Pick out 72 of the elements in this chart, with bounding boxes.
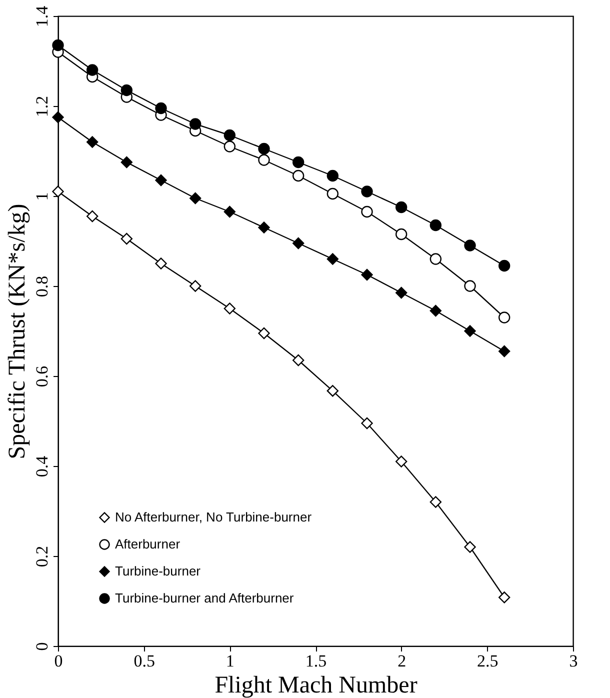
- point: [361, 268, 373, 281]
- point: [464, 280, 476, 292]
- point: [52, 39, 64, 52]
- point: [430, 496, 442, 508]
- point: [224, 206, 236, 218]
- point: [395, 228, 408, 240]
- x-tick-label: 0: [54, 652, 63, 670]
- x-tick-label: 1: [226, 652, 234, 670]
- point: [326, 188, 339, 200]
- point: [498, 345, 510, 358]
- y-axis-title: Specific Thrust (KN*s/kg): [4, 204, 30, 460]
- x-tick-label: 1.5: [305, 652, 327, 670]
- point: [395, 456, 408, 468]
- point: [86, 210, 98, 222]
- point: [326, 253, 339, 265]
- point: [86, 136, 98, 148]
- legend-label: No Afterburner, No Turbine-burner: [115, 510, 312, 524]
- point: [292, 237, 304, 250]
- point: [52, 111, 64, 124]
- x-axis-title: Flight Mach Number: [214, 672, 418, 698]
- x-tick-label: 2: [398, 652, 406, 670]
- point: [224, 140, 236, 152]
- y-tick-label: 0.2: [32, 546, 52, 568]
- point: [395, 286, 408, 299]
- point: [189, 118, 202, 130]
- point: [464, 325, 476, 337]
- point: [430, 219, 442, 232]
- point: [430, 253, 442, 265]
- point: [52, 186, 64, 198]
- point: [258, 222, 270, 234]
- point: [258, 142, 270, 155]
- point: [224, 302, 236, 314]
- point: [326, 170, 339, 182]
- point: [120, 156, 133, 168]
- legend-label: Afterburner: [115, 536, 181, 552]
- point: [155, 174, 167, 186]
- point: [498, 260, 510, 272]
- point: [326, 385, 339, 397]
- point: [86, 64, 98, 76]
- point: [189, 280, 202, 292]
- point: [258, 154, 270, 166]
- point: [498, 592, 510, 604]
- point: [361, 206, 373, 218]
- x-tick-label: 0.5: [134, 652, 155, 670]
- y-tick-label: 0.6: [32, 366, 52, 388]
- legend-label: Turbine-burner and Afterburner: [115, 590, 294, 606]
- y-tick-label: 0.4: [32, 455, 52, 478]
- point: [292, 170, 304, 182]
- point: [498, 312, 510, 324]
- point: [292, 156, 304, 168]
- point: [258, 327, 270, 340]
- legend-label: Turbine-burner: [115, 564, 202, 578]
- point: [361, 417, 373, 430]
- point: [155, 102, 167, 114]
- point: [155, 258, 167, 270]
- point: [120, 232, 133, 245]
- point: [292, 354, 304, 366]
- x-tick-label: 2.5: [477, 652, 498, 670]
- y-tick-label: 0.8: [32, 276, 52, 298]
- y-tick-label: 0: [32, 642, 52, 651]
- point: [189, 192, 202, 204]
- y-tick-label: 1: [32, 192, 52, 201]
- point: [120, 84, 133, 96]
- point: [361, 186, 373, 198]
- point: [464, 541, 476, 553]
- point: [464, 240, 476, 252]
- y-tick-label: 1.4: [32, 5, 52, 28]
- point: [224, 129, 236, 142]
- y-tick-label: 1.2: [32, 96, 52, 118]
- point: [395, 201, 408, 214]
- point: [430, 304, 442, 317]
- x-tick-label: 3: [569, 652, 578, 670]
